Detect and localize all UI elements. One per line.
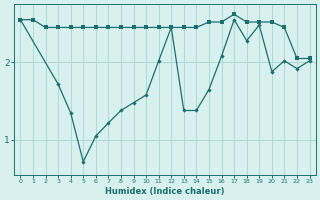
X-axis label: Humidex (Indice chaleur): Humidex (Indice chaleur) [105,187,225,196]
